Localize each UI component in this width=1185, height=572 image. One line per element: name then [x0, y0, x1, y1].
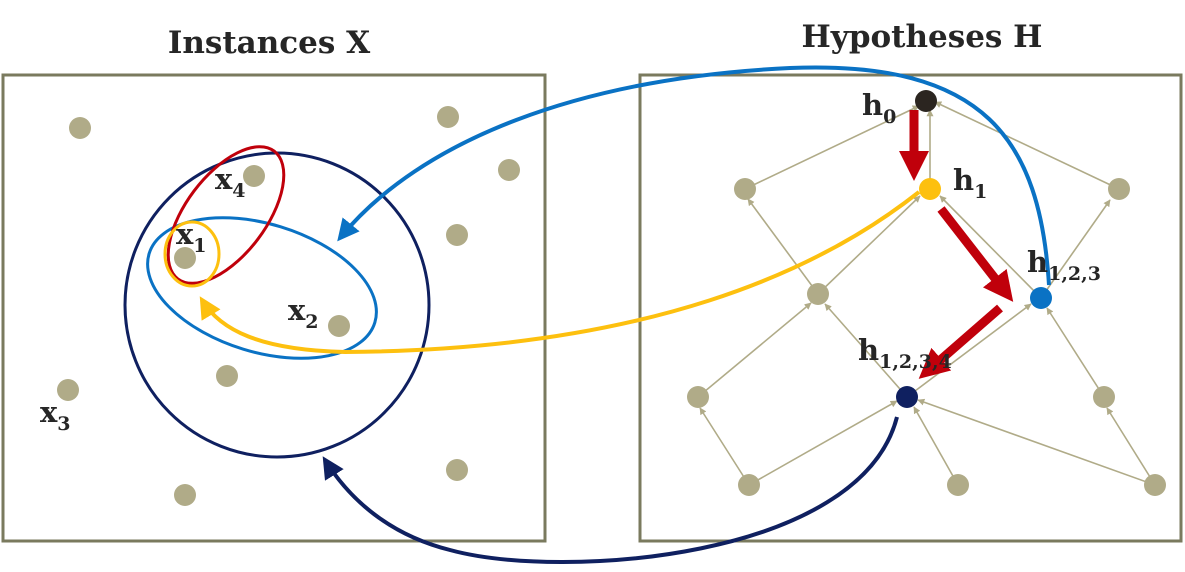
instance-dot — [498, 159, 520, 181]
mapping-arrow-h123 — [337, 65, 1051, 286]
hypothesis-node — [738, 474, 760, 496]
label-x1: x1 — [176, 217, 207, 257]
region-h123 — [146, 216, 378, 360]
instance-dot-x4 — [243, 165, 265, 187]
instance-dots — [57, 106, 520, 506]
hypothesis-node — [1144, 474, 1166, 496]
generalization-arrow — [1106, 407, 1156, 486]
generalization-arrow — [747, 198, 819, 295]
instance-dot — [446, 459, 468, 481]
hypothesis-node — [807, 283, 829, 305]
instance-dot-x1 — [174, 247, 196, 269]
hypothesis-node-h1234 — [896, 386, 918, 408]
label-x4: x4 — [215, 162, 246, 202]
generalization-arrow — [913, 406, 959, 486]
label-h0: h0 — [862, 88, 896, 128]
generalization-arrow — [906, 303, 1032, 398]
generalization-arrow — [917, 398, 1156, 486]
generalization-arrow — [824, 303, 908, 398]
mapping-arrow-h1234 — [322, 416, 899, 564]
instance-dot — [69, 117, 91, 139]
generalization-arrow — [1040, 199, 1111, 299]
region-h1234 — [123, 151, 431, 459]
generalization-arrow — [1046, 307, 1105, 398]
label-h1234: h1,2,3,4 — [858, 333, 952, 373]
instance-dot — [174, 484, 196, 506]
hypothesis-node — [687, 386, 709, 408]
hypotheses-panel — [638, 73, 1183, 543]
generalization-arrow — [817, 195, 921, 295]
red-path-arrow-h123-h1234 — [918, 304, 1003, 379]
region-h14 — [166, 145, 286, 285]
instances-panel — [1, 73, 547, 543]
instance-dot — [437, 106, 459, 128]
instance-dot — [446, 224, 468, 246]
hypothesis-node-h0 — [915, 90, 937, 112]
label-h1: h1 — [953, 163, 987, 203]
generalization-arrow — [744, 105, 920, 190]
generalization-arrow — [934, 101, 1120, 190]
instances-title: Instances X — [168, 25, 371, 61]
generalization-arrow — [697, 302, 812, 398]
label-x2: x2 — [288, 293, 319, 333]
generalization-arrow — [748, 400, 898, 486]
hypothesis-node — [947, 474, 969, 496]
generalization-arrow — [699, 407, 750, 486]
label-h123: h1,2,3 — [1027, 245, 1101, 285]
hypothesis-node — [1108, 178, 1130, 200]
lattice-edges — [697, 101, 1156, 486]
label-x3: x3 — [40, 395, 71, 435]
hypotheses-title: Hypotheses H — [802, 19, 1043, 55]
hypothesis-node — [734, 178, 756, 200]
instance-dot-x2 — [328, 315, 350, 337]
hypothesis-nodes — [687, 178, 1166, 496]
mapping-arrow-h1 — [199, 190, 921, 355]
hypothesis-node-h1 — [919, 178, 941, 200]
instance-dot — [216, 365, 238, 387]
region-h1 — [163, 220, 221, 288]
instance-dot-x3 — [57, 379, 79, 401]
red-path-arrow-h1-h123 — [937, 206, 1014, 302]
search-path — [899, 110, 1014, 379]
hypothesis-node-h123 — [1030, 287, 1052, 309]
generalization-arrow — [939, 195, 1042, 299]
hypothesis-node — [1093, 386, 1115, 408]
